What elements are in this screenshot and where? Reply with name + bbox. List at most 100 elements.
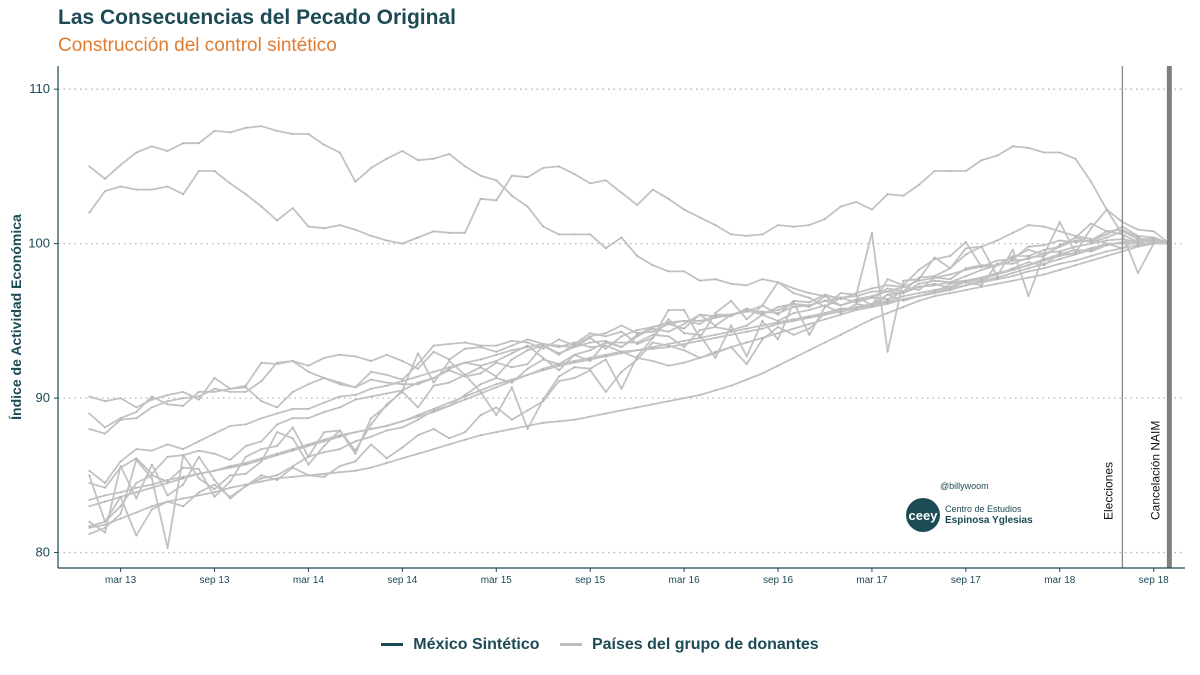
data-point	[996, 154, 999, 157]
data-point	[323, 445, 325, 447]
data-point	[886, 350, 889, 353]
data-point	[1058, 250, 1061, 253]
data-point	[1105, 255, 1108, 257]
data-point	[182, 454, 185, 457]
data-point	[401, 383, 404, 386]
data-point	[667, 309, 670, 311]
data-point	[244, 483, 247, 486]
donor-series-line	[88, 241, 1170, 484]
data-point	[307, 383, 310, 386]
data-point	[323, 357, 325, 359]
data-point	[589, 335, 592, 338]
data-point	[276, 406, 278, 409]
data-point	[291, 133, 294, 135]
data-point	[1043, 255, 1045, 257]
data-point	[291, 476, 294, 478]
data-point	[871, 231, 873, 234]
data-point	[980, 284, 983, 287]
data-point	[244, 126, 247, 129]
data-point	[479, 344, 482, 347]
x-axis-ticks: mar 13 sep 13 mar 14 sep 14 mar 15 sep 15 mar …	[105, 568, 1169, 586]
data-point	[432, 377, 435, 379]
data-point	[432, 381, 435, 384]
data-point	[135, 457, 138, 460]
data-point	[730, 282, 732, 285]
data-point	[683, 361, 685, 364]
data-point	[119, 397, 122, 399]
data-point	[558, 346, 560, 348]
data-point	[401, 457, 404, 460]
data-point	[401, 446, 404, 449]
legend-swatch-donors	[559, 643, 582, 646]
data-point	[918, 286, 920, 288]
data-point	[495, 431, 498, 433]
data-point	[135, 411, 138, 413]
data-point	[965, 275, 967, 277]
data-point	[777, 338, 779, 341]
data-point	[683, 343, 685, 345]
data-point	[385, 392, 388, 395]
data-point	[338, 383, 341, 386]
data-point	[448, 401, 451, 404]
data-point	[244, 391, 247, 393]
data-point	[354, 440, 357, 443]
data-point	[511, 352, 513, 355]
data-point	[824, 312, 826, 314]
data-point	[229, 131, 232, 134]
y-tick-label: 110	[29, 81, 50, 96]
data-point	[651, 341, 654, 344]
data-point	[573, 377, 576, 379]
data-point	[244, 384, 247, 387]
data-point	[1105, 239, 1108, 242]
data-point	[213, 469, 216, 472]
data-point	[448, 381, 451, 384]
data-point	[714, 326, 717, 328]
event-label: Cancelación NAIM	[1148, 421, 1162, 520]
data-point	[151, 474, 153, 477]
donor-series-line	[88, 145, 1170, 245]
data-point	[651, 346, 654, 348]
data-point	[385, 462, 388, 464]
data-point	[949, 289, 952, 291]
data-point	[761, 327, 764, 330]
data-point	[558, 369, 560, 372]
data-point	[495, 350, 498, 353]
data-point	[792, 320, 795, 322]
data-point	[636, 358, 639, 361]
data-point	[166, 482, 169, 484]
data-point	[871, 318, 873, 321]
data-point	[573, 343, 576, 345]
data-point	[918, 184, 920, 186]
data-point	[1043, 267, 1045, 270]
data-point	[495, 414, 498, 416]
data-point	[448, 231, 451, 234]
data-point	[354, 449, 357, 452]
data-point	[198, 398, 200, 401]
data-point	[276, 479, 278, 481]
data-point	[965, 281, 967, 284]
data-point	[745, 327, 748, 330]
data-point	[104, 482, 106, 484]
data-point	[761, 372, 764, 375]
data-point	[448, 343, 451, 345]
data-point	[182, 142, 185, 145]
data-point	[495, 179, 498, 182]
data-point	[338, 435, 341, 438]
data-point	[213, 479, 216, 481]
data-point	[198, 494, 200, 497]
data-point	[698, 394, 701, 396]
data-point	[370, 443, 372, 446]
data-point	[291, 437, 294, 440]
data-point	[620, 352, 623, 355]
data-point	[636, 349, 639, 352]
data-point	[260, 205, 263, 208]
data-point	[1074, 264, 1077, 267]
data-point	[135, 497, 138, 500]
data-point	[620, 341, 623, 344]
data-point	[432, 409, 435, 412]
data-point	[511, 358, 513, 361]
data-point	[1011, 145, 1014, 148]
data-point	[338, 429, 341, 432]
data-point	[745, 235, 748, 237]
